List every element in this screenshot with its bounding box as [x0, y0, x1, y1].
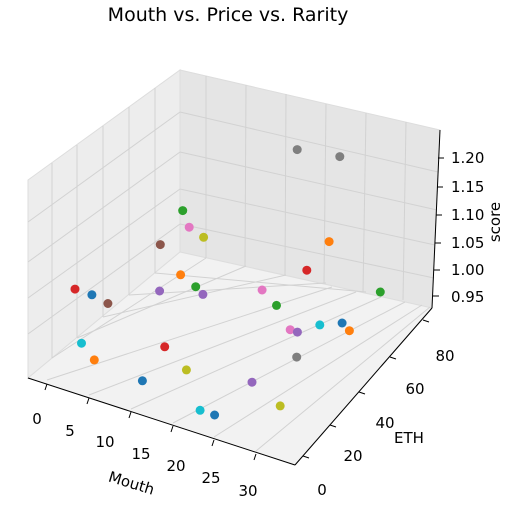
z-tick-label: 1.20 [451, 149, 484, 167]
z-tick-label: 1.15 [451, 178, 484, 196]
scatter-point [210, 410, 220, 420]
scatter-point [178, 206, 188, 216]
x-tick-label: 20 [166, 457, 185, 475]
scatter-point [199, 232, 209, 242]
scatter-point [292, 327, 302, 337]
scatter-point [315, 320, 325, 330]
x-tick-label: 10 [95, 433, 114, 451]
z-tick-label: 1.05 [451, 234, 484, 252]
scatter-point [70, 284, 80, 294]
scatter-point [275, 401, 285, 411]
scatter-point [375, 287, 385, 297]
y-tick-label: 0 [317, 481, 327, 499]
y-axis-line [294, 307, 433, 466]
scatter-point [137, 376, 147, 386]
scatter-point [176, 270, 186, 280]
scatter-point [77, 338, 86, 348]
scatter-point [89, 355, 99, 365]
scatter-point [335, 152, 345, 162]
points-layer [70, 145, 385, 420]
scatter-point [181, 365, 191, 375]
y-tick-label: 80 [435, 347, 454, 365]
y-tick-label: 20 [343, 447, 362, 465]
scatter-point [257, 285, 267, 295]
scatter-point [302, 265, 312, 275]
scatter-point [247, 377, 257, 387]
scatter-point [195, 405, 205, 415]
scatter-point [155, 240, 165, 250]
x-axis-label: Mouth [106, 468, 156, 499]
y-tick-label: 40 [375, 414, 394, 432]
x-tick-label: 5 [65, 422, 75, 440]
z-axis-label: score [486, 202, 504, 242]
y-axis-label: ETH [394, 429, 424, 447]
x-tick-label: 25 [201, 469, 220, 487]
scatter-point [344, 326, 354, 336]
chart-title: Mouth vs. Price vs. Rarity [108, 4, 349, 26]
z-tick-label: 0.95 [451, 288, 484, 306]
scatter-point [103, 299, 113, 308]
scatter-point [191, 282, 201, 292]
scatter-point [337, 318, 347, 328]
grid-lines [27, 76, 439, 452]
scatter-point [272, 300, 281, 310]
z-axis-line [431, 129, 441, 309]
tick-marks [44, 157, 444, 461]
scatter-point [324, 237, 334, 247]
z-tick-label: 1.00 [451, 261, 484, 279]
x-tick-label: 30 [238, 482, 257, 500]
scatter-point [87, 290, 97, 300]
scatter-point [292, 145, 302, 155]
scatter-point [184, 222, 194, 232]
x-axis-line [27, 377, 296, 466]
scatter-point [285, 325, 295, 335]
y-tick-label: 60 [405, 380, 424, 398]
scatter-point [198, 289, 208, 299]
x-tick-label: 0 [32, 410, 42, 428]
scatter-point [160, 342, 170, 352]
scatter-point [155, 286, 165, 296]
z-tick-label: 1.10 [451, 206, 484, 224]
x-tick-label: 15 [131, 445, 150, 463]
scatter-point [292, 352, 302, 362]
